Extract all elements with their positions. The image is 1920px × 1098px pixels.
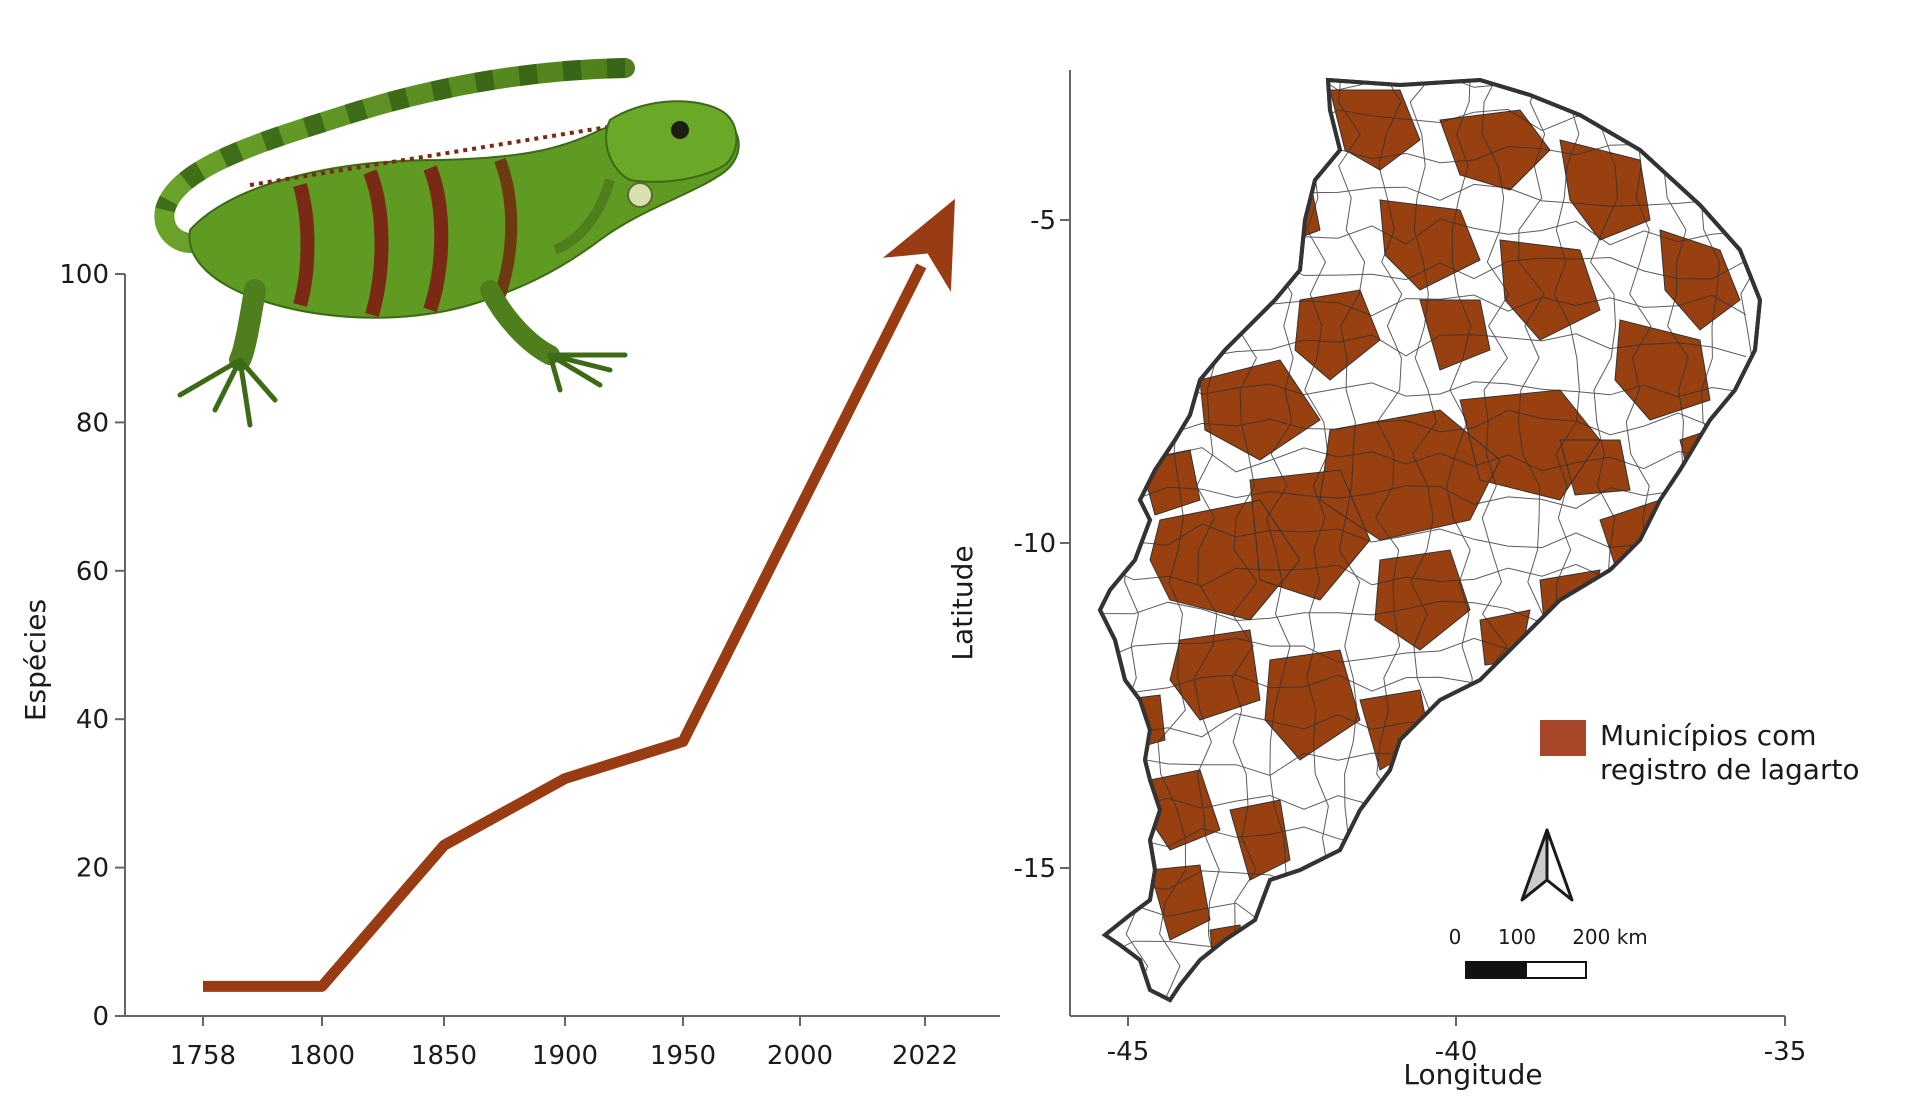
legend-swatch	[1540, 720, 1586, 756]
y-tick-label: 80	[76, 408, 109, 438]
y-axis-label: Espécies	[19, 599, 52, 721]
x-tick-label: 1800	[289, 1041, 355, 1071]
scale-label-100: 100	[1498, 925, 1536, 949]
border-line	[1100, 978, 1747, 1000]
species-series-line	[203, 263, 927, 992]
north-arrow-icon	[1520, 828, 1574, 902]
longitude-ticks: -45 -40 -35	[1107, 1016, 1806, 1067]
species-line-chart: 0 20 40 60 80 100 1758 1800 1850 1900 1950 2000 202…	[19, 198, 1000, 1071]
border-line	[1733, 80, 1760, 999]
y-tick-label: 40	[76, 705, 109, 735]
x-tick-label: 1758	[170, 1041, 236, 1071]
x-axis-label: Longitude	[1403, 1058, 1542, 1091]
y-ticks: 0 20 40 60 80 100	[59, 260, 125, 1032]
x-ticks: 1758 1800 1850 1900 1950 2000 2022	[170, 1016, 958, 1071]
region-outline-stroke	[1097, 77, 1763, 1003]
northeast-region-shape	[1097, 77, 1763, 1003]
scale-segment-white	[1525, 961, 1587, 979]
x-tick-label: 1850	[411, 1041, 477, 1071]
map-legend: Municípios com registro de lagarto	[1540, 719, 1860, 786]
y-tick-label: 100	[59, 260, 109, 290]
latitude-ticks: -5 -10 -15	[1014, 206, 1070, 884]
x-tick-label: -45	[1107, 1037, 1149, 1067]
y-tick-label: -15	[1014, 854, 1056, 884]
legend-label-line1: Municípios com	[1600, 719, 1817, 752]
x-tick-label: 1900	[532, 1041, 598, 1071]
green-iguana-illustration	[154, 58, 740, 428]
scale-bar: 0 100 200 km	[1449, 925, 1648, 979]
x-tick-label: 2000	[767, 1041, 833, 1071]
border-line	[1302, 80, 1330, 999]
y-axis-label: Latitude	[946, 545, 979, 660]
trend-arrow-head	[882, 198, 955, 292]
x-tick-label: -40	[1435, 1037, 1477, 1067]
scale-segment-black	[1465, 961, 1527, 979]
y-tick-label: 20	[76, 854, 109, 884]
x-tick-label: 2022	[892, 1041, 958, 1071]
border-line	[1100, 80, 1115, 999]
x-tick-label: 1950	[650, 1041, 716, 1071]
municipality-map: -45 -40 -35 -5 -10 -15 Longitude Latitude Mu…	[946, 70, 1860, 1091]
y-tick-label: 0	[92, 1002, 109, 1032]
scale-label-200: 200 km	[1572, 925, 1648, 949]
y-tick-label: 60	[76, 557, 109, 587]
y-tick-label: -10	[1014, 529, 1056, 559]
x-tick-label: -35	[1764, 1037, 1806, 1067]
border-line	[1100, 447, 1747, 473]
scale-label-0: 0	[1449, 925, 1462, 949]
y-tick-label: -5	[1030, 206, 1056, 236]
legend-label-line2: registro de lagarto	[1600, 753, 1860, 786]
